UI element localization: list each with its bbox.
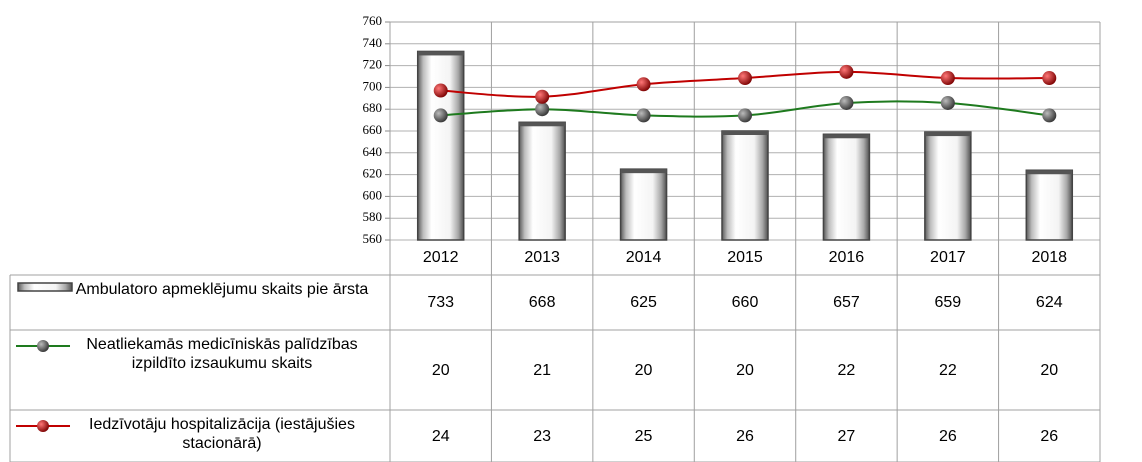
marker — [940, 71, 955, 86]
bar-top — [823, 134, 870, 139]
y-tick-label: 760 — [363, 13, 383, 28]
x-tick-label: 2015 — [727, 249, 763, 266]
marker — [1042, 71, 1057, 86]
marker — [940, 95, 955, 110]
y-tick-label: 560 — [363, 231, 383, 246]
y-tick-label: 640 — [363, 144, 383, 159]
marker — [535, 102, 550, 117]
y-tick-label: 620 — [363, 166, 383, 181]
table-value: 20 — [736, 361, 754, 379]
table-value: 24 — [431, 427, 450, 445]
table-value: 660 — [731, 294, 759, 311]
y-tick-label: 720 — [363, 57, 383, 72]
marker — [1042, 108, 1057, 123]
marker — [839, 95, 854, 110]
bar — [619, 168, 668, 241]
bar-top — [417, 51, 464, 56]
bar-top — [519, 122, 566, 127]
table-value: 22 — [938, 361, 957, 379]
bar — [416, 50, 465, 241]
bar-top — [722, 131, 768, 135]
x-tick-label: 2014 — [625, 249, 662, 266]
table-value: 27 — [837, 427, 856, 445]
table-value: 625 — [630, 294, 657, 311]
bar-top — [1026, 170, 1073, 175]
table-value: 26 — [736, 427, 754, 445]
marker — [433, 108, 448, 123]
bar — [518, 121, 566, 241]
legend-label: Neatliekamās medicīniskās palīdzības izp… — [86, 336, 358, 372]
table-value: 624 — [1035, 294, 1063, 311]
marker — [839, 64, 854, 79]
table-value: 26 — [938, 427, 957, 445]
table-value: 22 — [837, 361, 856, 379]
marker — [636, 108, 651, 123]
legend-key — [17, 282, 73, 292]
x-tick-label: 2017 — [930, 249, 966, 266]
y-tick-label: 660 — [363, 122, 383, 137]
y-tick-label: 740 — [363, 35, 383, 50]
x-tick-label: 2012 — [422, 249, 459, 266]
y-tick-label: 600 — [363, 187, 383, 202]
table-value: 26 — [1040, 427, 1059, 445]
y-tick-label: 680 — [363, 100, 383, 115]
table-value: 733 — [427, 294, 455, 311]
table-value: 25 — [634, 427, 653, 445]
table-value: 659 — [934, 294, 962, 311]
table-value: 657 — [833, 294, 860, 311]
bar — [822, 133, 871, 241]
table-value: 20 — [431, 361, 450, 379]
x-tick-label: 2013 — [524, 249, 560, 266]
table-value: 668 — [528, 294, 556, 311]
bar-top — [924, 132, 971, 137]
table-value: 20 — [1040, 361, 1059, 379]
y-tick-label: 700 — [363, 78, 383, 93]
marker — [738, 71, 752, 86]
legend-label: Iedzīvotāju hospitalizācija (iestājušies… — [89, 416, 355, 452]
marker — [535, 89, 550, 104]
legend-marker — [37, 340, 49, 352]
bar — [721, 130, 769, 241]
table-value: 23 — [533, 427, 552, 445]
table-value: 20 — [634, 361, 653, 379]
legend-marker — [37, 420, 49, 432]
table-value: 21 — [533, 361, 552, 379]
y-tick-label: 580 — [363, 209, 383, 224]
bar — [924, 131, 972, 241]
x-tick-label: 2018 — [1031, 249, 1068, 266]
marker — [636, 77, 651, 92]
marker — [738, 108, 752, 123]
x-tick-label: 2016 — [828, 249, 865, 266]
marker — [433, 83, 448, 98]
bar-top — [620, 169, 667, 174]
bar — [1025, 169, 1074, 241]
legend-label: Ambulatoro apmeklējumu skaits pie ārsta — [75, 281, 369, 298]
